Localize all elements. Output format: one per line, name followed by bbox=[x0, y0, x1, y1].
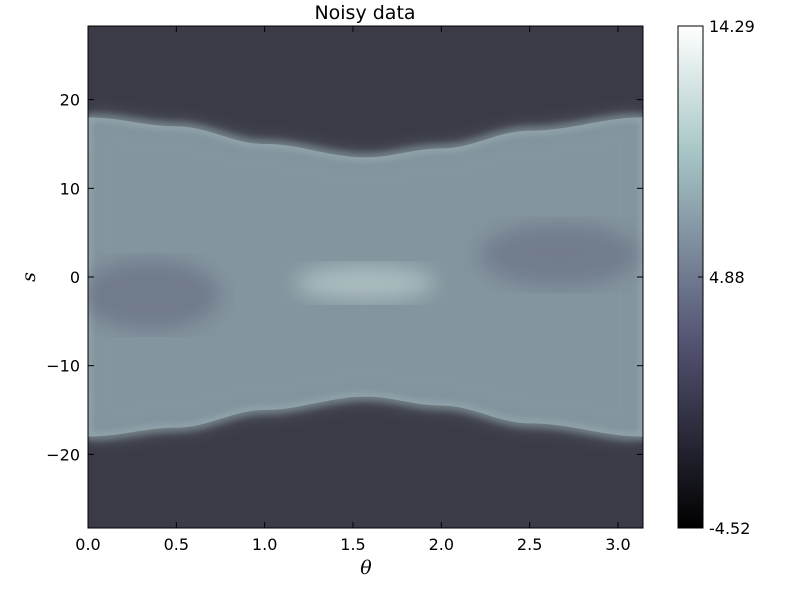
x-axis: 0.0 0.5 1.0 1.5 2.0 2.5 3.0 bbox=[75, 26, 631, 554]
heatmap-plot bbox=[88, 26, 643, 528]
colorbar-mid-label: 4.88 bbox=[709, 268, 745, 287]
y-axis: 20 10 0 −10 −20 bbox=[46, 91, 643, 464]
y-axis-label: s bbox=[18, 272, 40, 282]
colorbar-min-label: -4.52 bbox=[709, 519, 750, 538]
y-tick-label: 0 bbox=[70, 268, 80, 287]
x-tick-label: 1.5 bbox=[340, 535, 365, 554]
y-tick-label: −10 bbox=[46, 357, 80, 376]
noise-overlay bbox=[88, 26, 643, 528]
x-tick-label: 0.5 bbox=[164, 535, 189, 554]
colorbar-max-label: 14.29 bbox=[709, 17, 755, 36]
y-tick-label: 20 bbox=[60, 91, 80, 110]
y-tick-label: −20 bbox=[46, 445, 80, 464]
y-tick-label: 10 bbox=[60, 179, 80, 198]
colorbar: 14.29 4.88 -4.52 bbox=[677, 17, 755, 538]
x-tick-label: 2.5 bbox=[517, 535, 542, 554]
x-tick-label: 1.0 bbox=[252, 535, 277, 554]
x-tick-label: 0.0 bbox=[75, 535, 100, 554]
x-tick-label: 3.0 bbox=[605, 535, 630, 554]
chart-title: Noisy data bbox=[314, 2, 415, 24]
x-tick-label: 2.0 bbox=[429, 535, 454, 554]
x-axis-label: θ bbox=[360, 557, 372, 579]
